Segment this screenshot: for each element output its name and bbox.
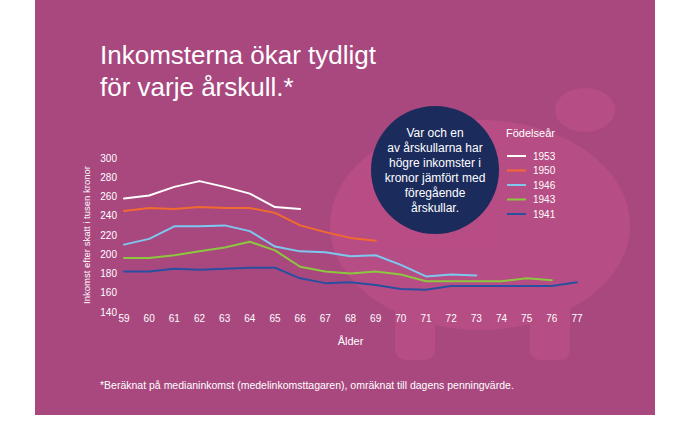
x-tick-label: 61 xyxy=(169,313,181,324)
legend-label: 1943 xyxy=(533,194,556,205)
legend-title: Födelseår xyxy=(506,127,555,139)
page-background xyxy=(0,0,690,433)
x-tick-label: 67 xyxy=(320,313,332,324)
decoration xyxy=(330,88,630,360)
x-tick-label: 71 xyxy=(420,313,432,324)
annotation-circle xyxy=(371,106,499,234)
legend-swatch xyxy=(507,184,526,186)
series-line xyxy=(124,242,552,281)
piggy-leg xyxy=(395,300,435,360)
legend-swatch xyxy=(507,213,526,215)
y-tick-label: 140 xyxy=(100,307,117,318)
piggy-ear xyxy=(555,88,615,132)
y-tick-label: 260 xyxy=(100,191,117,202)
legend: Födelseår 1953 1950 1946 1943 1941 xyxy=(506,127,556,220)
x-tick-label: 63 xyxy=(219,313,231,324)
y-tick-label: 300 xyxy=(100,153,117,164)
x-tick-label: 65 xyxy=(269,313,281,324)
x-tick-label: 74 xyxy=(496,313,508,324)
footnote: *Beräknat på medianinkomst (medelinkomst… xyxy=(100,379,514,391)
chart: Inkomsterna ökar tydligtför varje årskul… xyxy=(0,0,690,433)
x-tick-label: 76 xyxy=(546,313,558,324)
x-tick-label: 72 xyxy=(446,313,458,324)
y-tick-label: 220 xyxy=(100,230,117,241)
x-tick-label: 70 xyxy=(395,313,407,324)
legend-label: 1946 xyxy=(533,180,556,191)
panel-background xyxy=(35,0,655,415)
series-line xyxy=(124,181,300,209)
y-tick-label: 180 xyxy=(100,268,117,279)
legend-swatch xyxy=(507,170,526,172)
x-axis-title: Ålder xyxy=(338,335,364,347)
series-line xyxy=(124,268,577,290)
x-tick-label: 64 xyxy=(244,313,256,324)
x-tick-label: 75 xyxy=(521,313,533,324)
x-tick-label: 60 xyxy=(144,313,156,324)
legend-label: 1953 xyxy=(533,151,556,162)
x-tick-label: 68 xyxy=(345,313,357,324)
y-tick-label: 280 xyxy=(100,172,117,183)
x-axis: 59 60 61 62 63 64 65 66 67 68 69 70 71 72 73 74 75 76 77 xyxy=(118,313,583,324)
x-tick-label: 66 xyxy=(295,313,307,324)
y-tick-label: 240 xyxy=(100,210,117,221)
x-tick-label: 59 xyxy=(118,313,130,324)
lines xyxy=(124,181,577,290)
piggy-leg xyxy=(530,300,570,360)
y-axis-title: Inkomst efter skatt i tusen kronor xyxy=(81,166,92,304)
legend-label: 1950 xyxy=(533,165,556,176)
x-tick-label: 73 xyxy=(471,313,483,324)
y-tick-label: 200 xyxy=(100,249,117,260)
legend-swatch xyxy=(507,155,526,157)
x-tick-label: 77 xyxy=(571,313,583,324)
x-tick-label: 69 xyxy=(370,313,382,324)
title: Inkomsterna ökar tydligtför varje årskul… xyxy=(100,40,377,102)
legend-swatch xyxy=(507,199,526,201)
annotation: Var och enav årskullarna harhögre inkoms… xyxy=(371,106,499,234)
y-axis: 140 160 180 200 220 240 260 280 300 xyxy=(100,153,117,318)
series-line xyxy=(124,207,376,241)
legend-label: 1941 xyxy=(533,209,556,220)
x-tick-label: 62 xyxy=(194,313,206,324)
y-tick-label: 160 xyxy=(100,287,117,298)
annotation-text: Var och enav årskullarna harhögre inkoms… xyxy=(385,126,486,215)
